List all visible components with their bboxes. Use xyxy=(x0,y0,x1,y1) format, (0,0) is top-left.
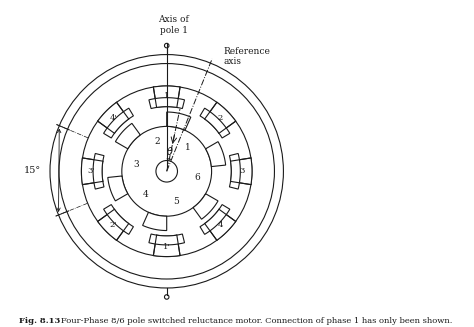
Polygon shape xyxy=(98,209,129,240)
Text: 1': 1' xyxy=(163,243,171,251)
Text: 3: 3 xyxy=(133,160,139,169)
Polygon shape xyxy=(205,102,236,133)
Text: Axis of
pole 1: Axis of pole 1 xyxy=(158,15,189,35)
Polygon shape xyxy=(104,108,133,138)
Text: 4': 4' xyxy=(109,114,118,122)
Text: 4: 4 xyxy=(217,221,223,229)
Polygon shape xyxy=(149,234,184,245)
Polygon shape xyxy=(154,86,180,108)
Text: $\theta$: $\theta$ xyxy=(166,145,173,157)
Text: 4: 4 xyxy=(143,190,148,199)
Polygon shape xyxy=(93,153,104,189)
Polygon shape xyxy=(104,205,133,234)
Polygon shape xyxy=(82,158,103,185)
Polygon shape xyxy=(143,212,167,231)
Text: 1: 1 xyxy=(164,92,169,100)
Text: 2: 2 xyxy=(154,137,160,146)
Circle shape xyxy=(122,127,211,216)
Text: Fig. 8.13: Fig. 8.13 xyxy=(18,317,60,325)
Polygon shape xyxy=(98,102,129,133)
Text: 2: 2 xyxy=(218,114,223,122)
Polygon shape xyxy=(154,235,180,257)
Text: 3': 3' xyxy=(87,167,95,175)
Polygon shape xyxy=(149,98,184,109)
Text: Reference
axis: Reference axis xyxy=(224,47,271,66)
Circle shape xyxy=(156,161,177,182)
Text: 2': 2' xyxy=(109,221,117,229)
Polygon shape xyxy=(167,112,191,130)
Polygon shape xyxy=(205,209,236,240)
Polygon shape xyxy=(200,108,230,138)
Text: 3: 3 xyxy=(239,167,245,175)
Polygon shape xyxy=(206,142,226,166)
Text: 5: 5 xyxy=(173,197,179,206)
Polygon shape xyxy=(229,153,240,189)
Polygon shape xyxy=(115,123,140,149)
Text: 1: 1 xyxy=(185,144,191,152)
Text: 6: 6 xyxy=(194,173,201,182)
Polygon shape xyxy=(230,158,252,185)
Polygon shape xyxy=(108,176,128,201)
Text: Four-Phase 8/6 pole switched reluctance motor. Connection of phase 1 has only be: Four-Phase 8/6 pole switched reluctance … xyxy=(53,317,452,325)
Circle shape xyxy=(59,63,274,279)
Polygon shape xyxy=(200,205,230,234)
Polygon shape xyxy=(193,194,218,219)
Text: 15°: 15° xyxy=(24,165,41,175)
